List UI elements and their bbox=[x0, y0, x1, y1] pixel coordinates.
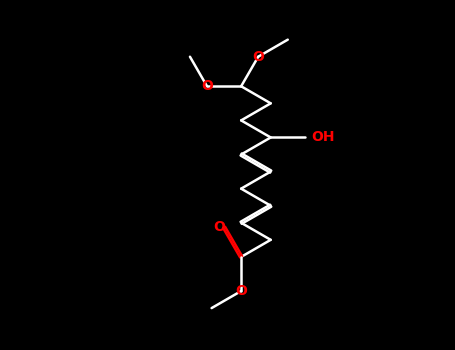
Text: O: O bbox=[213, 220, 226, 234]
Text: O: O bbox=[252, 50, 264, 64]
Text: OH: OH bbox=[312, 131, 335, 145]
Text: O: O bbox=[201, 79, 213, 93]
Text: O: O bbox=[235, 284, 247, 298]
